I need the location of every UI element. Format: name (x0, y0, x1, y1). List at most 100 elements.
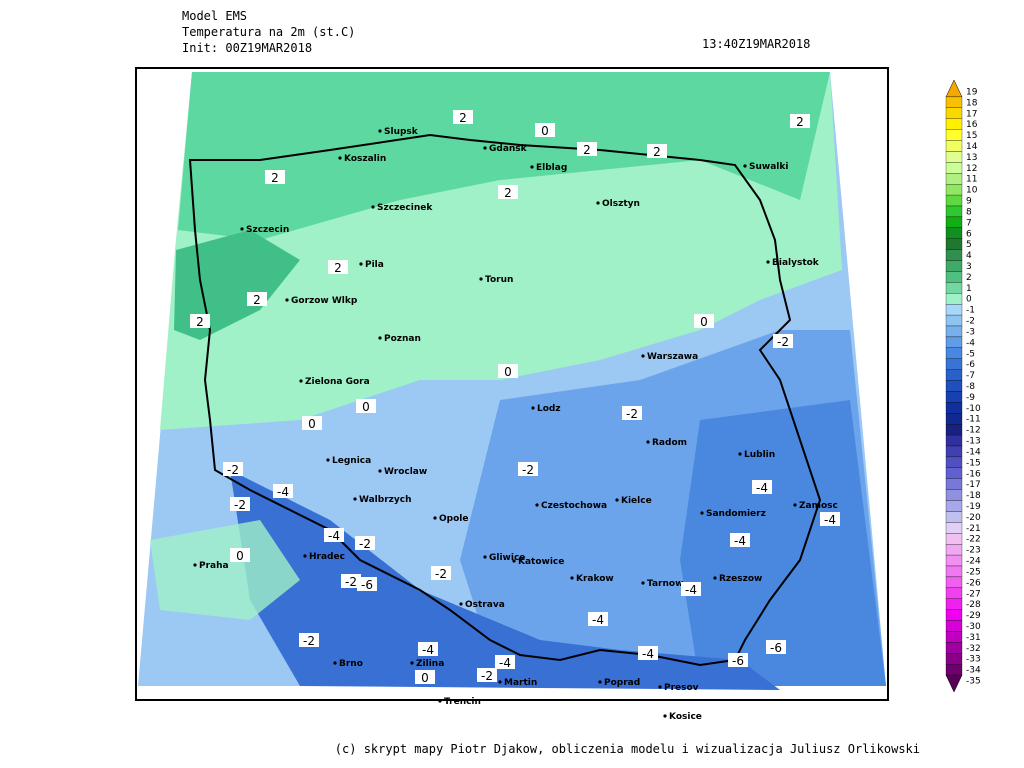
city-dot (498, 680, 502, 684)
city-dot (596, 201, 600, 205)
city-dot (338, 156, 342, 160)
city-name: Brno (339, 659, 363, 669)
colorbar-label: -4 (966, 338, 975, 348)
colorbar-label: 4 (966, 251, 972, 261)
contour-label-bg (790, 114, 810, 128)
city-dot (410, 661, 414, 665)
contour-label: -4 (499, 656, 511, 670)
contour-label-bg (766, 640, 786, 654)
city-dot (353, 497, 357, 501)
city-dot (285, 298, 289, 302)
colorbar-label: -11 (966, 415, 981, 425)
colorbar-label: 10 (966, 186, 978, 196)
colorbar-cell (945, 271, 963, 283)
colorbar-cell (945, 216, 963, 228)
contour-label-bg (356, 399, 376, 413)
colorbar-cell (945, 445, 963, 458)
contour-label-bg (535, 123, 555, 137)
city-name: Torun (485, 275, 513, 285)
city-name: Poprad (604, 678, 640, 688)
city-name: Trencin (444, 697, 481, 707)
colorbar-label: 7 (966, 218, 972, 228)
colorbar-label: -20 (966, 513, 981, 523)
contour-label-bg (299, 633, 319, 647)
colorbar-cell (945, 238, 963, 250)
city-dot (433, 516, 437, 520)
colorbar-label: 5 (966, 240, 972, 250)
colorbar-cell (945, 282, 963, 294)
contour-label: 0 (541, 124, 549, 138)
colorbar-label: -21 (966, 524, 981, 534)
contour-label: -2 (481, 669, 493, 683)
credits: (c) skrypt mapy Piotr Djakow, obliczenia… (335, 742, 920, 756)
colorbar-cell (945, 533, 963, 545)
contour-label-bg (820, 512, 840, 526)
city-dot (700, 511, 704, 515)
contour-label-bg (415, 670, 435, 684)
colorbar-label: -1 (966, 306, 975, 316)
colorbar-cell (945, 347, 963, 359)
colorbar-cell (945, 358, 963, 370)
colorbar-label: -13 (966, 437, 981, 447)
colorbar-arrow (945, 79, 963, 98)
colorbar-cell (945, 293, 963, 305)
colorbar-cell (945, 522, 963, 534)
city-name: Zilina (416, 659, 444, 669)
contour-label: 2 (459, 111, 467, 125)
colorbar-cell (945, 587, 963, 599)
init-time: Init: 00Z19MAR2018 (182, 41, 312, 55)
colorbar-label: -27 (966, 589, 981, 599)
city-dot (240, 227, 244, 231)
colorbar-label: 16 (966, 120, 978, 130)
colorbar-cell (945, 620, 963, 632)
field-bohemia (150, 520, 300, 620)
colorbar-cell (945, 489, 963, 501)
contour-label: -6 (770, 641, 782, 655)
city-name: Pila (365, 260, 384, 270)
contour-label: -2 (303, 634, 315, 648)
colorbar-label: -32 (966, 644, 981, 654)
colorbar-label: -30 (966, 622, 981, 632)
colorbar-cell (945, 380, 963, 392)
city-dot (483, 146, 487, 150)
city-dot (793, 503, 797, 507)
colorbar-cell (945, 456, 963, 468)
colorbar-cell (945, 162, 963, 174)
city-name: Bialystok (772, 258, 820, 268)
city-name: Suwalki (749, 162, 788, 172)
contour-label: 2 (196, 315, 204, 329)
colorbar-cell (945, 325, 963, 338)
colorbar-cell (945, 184, 963, 196)
colorbar-label: 0 (966, 295, 972, 305)
city-dot (479, 277, 483, 281)
city-dot (531, 406, 535, 410)
contour-label: -6 (732, 654, 744, 668)
contour-label-bg (495, 655, 515, 669)
contour-label-bg (752, 480, 772, 494)
field-darkblue (680, 400, 886, 686)
city-name: Opole (439, 514, 468, 524)
city-name: Hradec (309, 552, 345, 562)
contour-label-bg (773, 334, 793, 348)
city-dot (570, 576, 574, 580)
colorbar-arrow (945, 674, 963, 693)
city-name: Ostrava (465, 600, 505, 610)
colorbar-label: -28 (966, 600, 981, 610)
city-name: Tarnow (647, 579, 683, 589)
colorbar-label: 8 (966, 207, 972, 217)
city-dot (598, 680, 602, 684)
colorbar-label: -17 (966, 480, 981, 490)
colorbar-cell (945, 140, 963, 152)
contour-label: -2 (345, 575, 357, 589)
city-dot (326, 458, 330, 462)
city-name: Sandomierz (706, 509, 766, 519)
colorbar-label: -34 (966, 666, 981, 676)
city-name: Praha (199, 561, 229, 571)
colorbar-label: 9 (966, 197, 972, 207)
contour-label: 2 (504, 186, 512, 200)
colorbar-cell (945, 249, 963, 261)
colorbar-label: -24 (966, 557, 981, 567)
colorbar-label: 18 (966, 98, 978, 108)
contour-label: 2 (334, 261, 342, 275)
colorbar-cell (945, 598, 963, 610)
